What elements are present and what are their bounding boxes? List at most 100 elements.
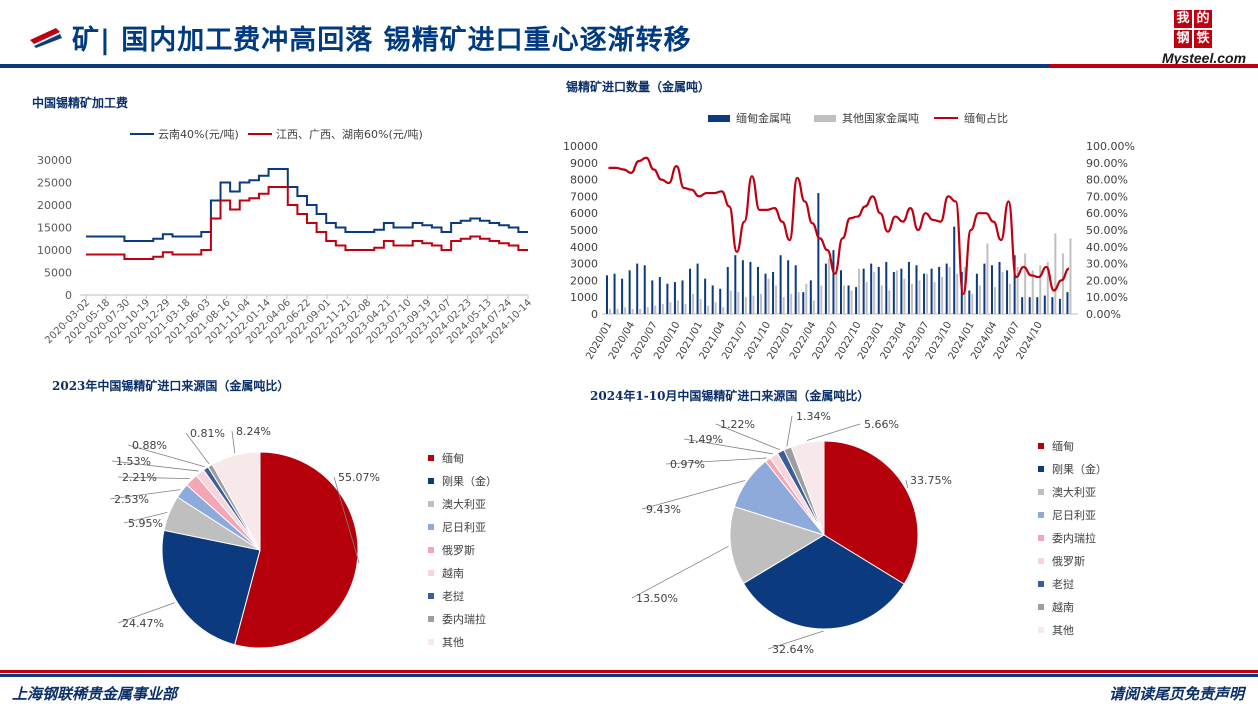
bar-myanmar: [840, 270, 842, 314]
legend-label: 缅甸占比: [964, 111, 1008, 125]
bar-other: [759, 293, 762, 314]
data-label: 2.53%: [114, 493, 149, 506]
legend-swatch: [708, 115, 730, 122]
legend-swatch: [1038, 627, 1044, 633]
bar-other: [797, 292, 800, 314]
chart-title-2023-sources: 2023年中国锡精矿进口来源国（金属吨比）: [52, 379, 290, 393]
page-title: 矿| 国内加工费冲高回落 锡精矿进口重心逐渐转移: [72, 25, 692, 56]
leader-line: [117, 476, 190, 480]
header-divider-accent: [1050, 64, 1258, 68]
data-label: 8.24%: [236, 425, 271, 438]
bar-myanmar: [824, 263, 827, 314]
bar-myanmar: [983, 263, 986, 314]
leader-line: [715, 423, 780, 451]
legend-label: 刚果（金）: [442, 474, 497, 488]
bar-myanmar: [628, 270, 631, 314]
bar-other: [669, 302, 672, 314]
import-volume-bar-chart: 0 1000 2000 3000 4000 5000 6000 7000 8000 9000 100…: [563, 111, 1135, 361]
series-line: [86, 186, 528, 260]
bar-other: [820, 285, 823, 314]
bar-myanmar: [643, 265, 646, 314]
bar-myanmar: [1066, 292, 1069, 314]
y-tick-label: 5000: [570, 224, 598, 237]
brand-char: 钢: [1174, 30, 1192, 48]
bar-myanmar: [998, 261, 1001, 314]
bar-other: [888, 290, 891, 314]
bar-myanmar: [756, 266, 759, 314]
bar-myanmar: [673, 282, 676, 314]
y-tick-label: 2000: [570, 274, 598, 287]
y-tick-label: 4000: [570, 241, 598, 254]
bar-myanmar: [636, 263, 639, 314]
bar-other: [616, 308, 619, 314]
bar-other: [926, 273, 929, 314]
bar-other: [1016, 266, 1019, 314]
bar-other: [737, 292, 740, 314]
legend-swatch: [428, 455, 434, 461]
y2-tick-label: 30.00%: [1086, 258, 1128, 271]
bar-other: [843, 285, 845, 314]
legend-swatch: [428, 524, 434, 530]
pie-slice: [234, 451, 359, 649]
bar-myanmar: [741, 260, 744, 314]
legend-label: 尼日利亚: [1052, 509, 1096, 522]
legend-label: 其他: [442, 636, 464, 649]
bar-myanmar: [711, 285, 714, 314]
y-tick-label: 5000: [44, 267, 72, 280]
data-label: 55.07%: [338, 471, 380, 484]
bar-other: [903, 278, 906, 314]
legend-swatch: [428, 501, 434, 507]
bar-other: [729, 290, 732, 314]
bar-myanmar: [787, 260, 790, 314]
bar-myanmar: [975, 273, 978, 314]
legend-label: 委内瑞拉: [442, 612, 486, 626]
legend-swatch: [1038, 466, 1044, 472]
bar-other: [722, 307, 725, 314]
y-tick-label: 6000: [570, 207, 598, 220]
bar-myanmar: [621, 278, 624, 314]
leader-line: [185, 432, 210, 465]
bar-other: [941, 277, 944, 314]
bar-myanmar: [606, 275, 608, 314]
bar-other: [986, 243, 989, 314]
leader-line: [631, 545, 729, 599]
leader-line: [117, 602, 176, 624]
bar-myanmar: [892, 272, 895, 314]
bar-other: [1039, 265, 1042, 314]
bar-other: [805, 283, 808, 314]
bar-myanmar: [802, 292, 805, 314]
bar-other: [692, 293, 695, 314]
bar-other: [971, 293, 974, 314]
legend-label: 澳大利亚: [1052, 485, 1096, 499]
bar-other: [767, 278, 770, 314]
brand-logo: 我 的 钢 铁 Mysteel.com: [1160, 10, 1246, 66]
legend-swatch: [1038, 535, 1044, 541]
pie-slice: [161, 529, 261, 646]
bar-myanmar: [681, 280, 684, 314]
bar-other: [699, 298, 702, 314]
legend-label: 江西、广西、湖南60%(元/吨): [276, 128, 423, 141]
data-label: 1.22%: [720, 418, 755, 431]
legend-label: 老挝: [442, 589, 464, 603]
bar-myanmar: [749, 261, 752, 314]
bar-myanmar: [855, 287, 858, 314]
bar-myanmar: [613, 273, 616, 314]
leader-line: [123, 511, 168, 524]
y2-tick-label: 80.00%: [1086, 174, 1128, 187]
pie-slice: [729, 505, 826, 585]
bar-other: [661, 303, 664, 314]
legend-swatch: [428, 478, 434, 484]
bar-other: [790, 293, 793, 314]
bar-other: [752, 295, 755, 314]
leader-line: [786, 415, 793, 447]
bar-other: [684, 303, 687, 314]
y2-tick-label: 20.00%: [1086, 274, 1128, 287]
y-tick-label: 10000: [37, 244, 72, 257]
legend-label: 缅甸: [442, 451, 464, 465]
bar-other: [865, 282, 868, 314]
bar-myanmar: [1028, 297, 1031, 314]
bar-myanmar: [809, 280, 812, 314]
pie-slice: [742, 534, 905, 630]
sources-2024-pie-chart: 33.75% 32.64% 13.50% 9.43% 0.97% 1.49% 1.22% 1.…: [631, 410, 1107, 656]
y-tick-label: 20000: [37, 199, 72, 212]
